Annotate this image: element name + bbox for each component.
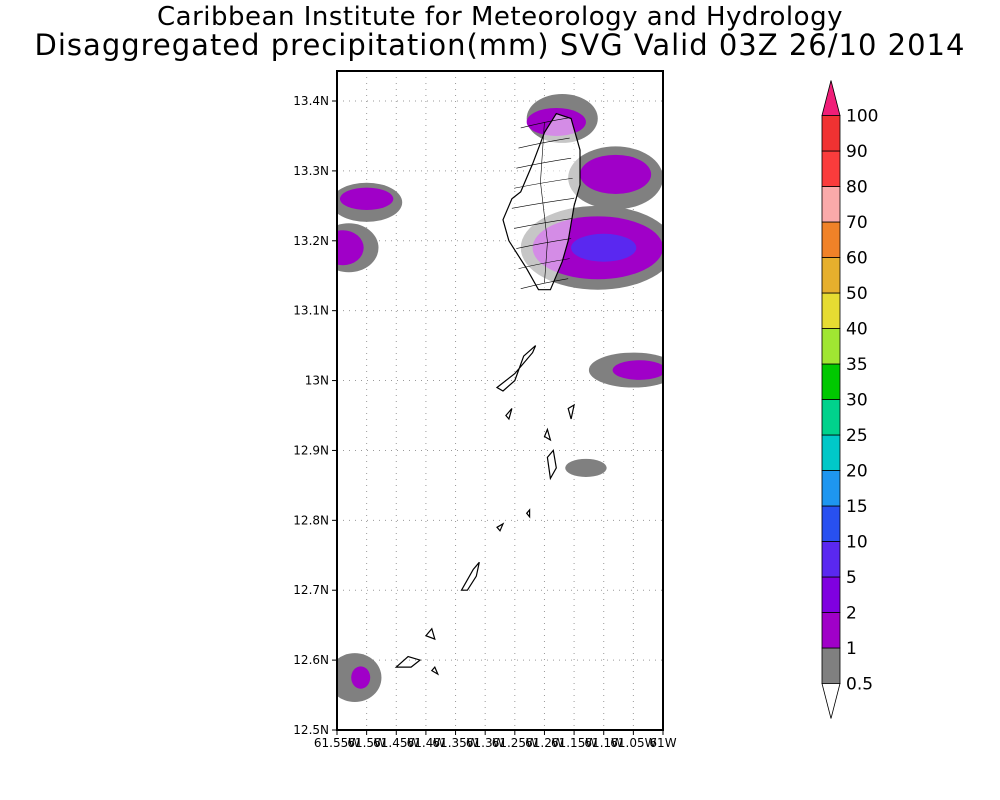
precip-contour [571, 233, 637, 262]
lat-tick-label: 12.5N [293, 723, 329, 737]
island-mustique [546, 449, 557, 481]
colorbar-label: 40 [846, 320, 868, 340]
colorbar-segment [821, 150, 841, 187]
colorbar-segment [821, 257, 841, 294]
lat-tick-label: 12.7N [293, 583, 329, 597]
ridge-line [540, 121, 548, 283]
island-canouan [460, 561, 480, 591]
colorbar-label: 5 [846, 568, 857, 588]
lon-tick-label: 61.25W [492, 736, 538, 750]
precip-contour [565, 458, 607, 478]
chart-title-line2: Disaggregated precipitation(mm) SVG Vali… [34, 28, 966, 62]
lon-tick-label: 61.3W [466, 736, 505, 750]
coastline-layer [394, 112, 581, 676]
colorbar-segment [821, 221, 841, 258]
colorbar-segment [821, 612, 841, 649]
precip-contour [339, 187, 394, 211]
precip-contour [580, 154, 652, 194]
colorbar-segment [821, 328, 841, 365]
island-bequia [495, 345, 537, 392]
precip-contour [337, 230, 364, 266]
colorbar-label: 50 [846, 284, 868, 304]
latitude-axis: 13.4N 13.3N 13.2N 13.1N 13N 12.9N 12.8N 12.7N 12… [293, 94, 337, 737]
colorbar-label: 80 [846, 178, 868, 198]
lon-tick-label: 61.45W [373, 736, 419, 750]
island-baliceaux [567, 403, 575, 420]
colorbar-bottom-arrow [821, 683, 841, 719]
colorbar-label: 25 [846, 426, 868, 446]
island-savan [525, 508, 531, 519]
lon-tick-label: 61.5W [347, 736, 386, 750]
colorbar-segment [821, 292, 841, 329]
island-palm-island [430, 665, 440, 676]
colorbar-segment [821, 363, 841, 400]
lon-tick-label: 61.35W [432, 736, 478, 750]
lat-tick-label: 12.6N [293, 653, 329, 667]
island-mayreau [424, 627, 436, 641]
lon-tick-label: 61.1W [584, 736, 623, 750]
colorbar-label: 0.5 [846, 675, 873, 695]
river-line [514, 218, 573, 229]
colorbar-segment [821, 576, 841, 613]
river-line [518, 137, 570, 149]
lon-tick-label: 61.2W [525, 736, 564, 750]
river-line [518, 258, 570, 269]
lon-tick-label: 61.55W [314, 736, 360, 750]
colorbar-segment [821, 186, 841, 223]
lon-tick-label: 61W [649, 736, 676, 750]
chart-title-line1: Caribbean Institute for Meteorology and … [157, 2, 843, 32]
colorbar-label: 100 [846, 107, 878, 127]
plot-frame [336, 70, 664, 731]
lat-tick-label: 13.2N [293, 234, 329, 248]
river-line [520, 278, 569, 290]
colorbar-label: 10 [846, 533, 868, 553]
lon-tick-label: 61.15W [551, 736, 597, 750]
precipitation-layer [337, 94, 663, 703]
colorbar-segment [821, 505, 841, 542]
colorbar-label: 70 [846, 213, 868, 233]
colorbar-label: 20 [846, 462, 868, 482]
lat-tick-label: 12.8N [293, 513, 329, 527]
river-line [516, 238, 572, 249]
colorbar-segment [821, 470, 841, 507]
colorbar-segment [821, 399, 841, 436]
colorbar-segment [821, 434, 841, 471]
colorbar-top-arrow [821, 80, 841, 116]
precip-contour [351, 666, 371, 689]
lon-tick-label: 61.05W [610, 736, 656, 750]
precip-contour [612, 360, 663, 380]
colorbar-label: 30 [846, 391, 868, 411]
island-petit-canouan [496, 522, 505, 532]
longitude-axis: 61.55W61.5W61.45W61.4W61.35W61.3W61.25W6… [314, 730, 677, 750]
colorbar-label: 60 [846, 249, 868, 269]
lat-tick-label: 13.4N [293, 94, 329, 108]
colorbar-label: 90 [846, 142, 868, 162]
island-isle-a-quatre [505, 408, 513, 421]
lat-tick-label: 13.3N [293, 164, 329, 178]
colorbar-segment [821, 541, 841, 578]
lon-tick-label: 61.4W [407, 736, 446, 750]
colorbar-label: 2 [846, 604, 857, 624]
colorbar-segment [821, 115, 841, 152]
river-line [514, 177, 573, 189]
island-saint-vincent [502, 112, 581, 291]
colorbar-label: 35 [846, 355, 868, 375]
lat-tick-label: 13N [305, 374, 329, 388]
colorbar-segment [821, 647, 841, 684]
lat-tick-label: 13.1N [293, 304, 329, 318]
river-line [516, 157, 572, 169]
island-union-island [394, 655, 422, 668]
colorbar-label: 1 [846, 639, 857, 659]
island-petit-mustique [543, 427, 552, 442]
lat-tick-label: 12.9N [293, 443, 329, 457]
river-line [511, 198, 575, 209]
colorbar-label: 15 [846, 497, 868, 517]
